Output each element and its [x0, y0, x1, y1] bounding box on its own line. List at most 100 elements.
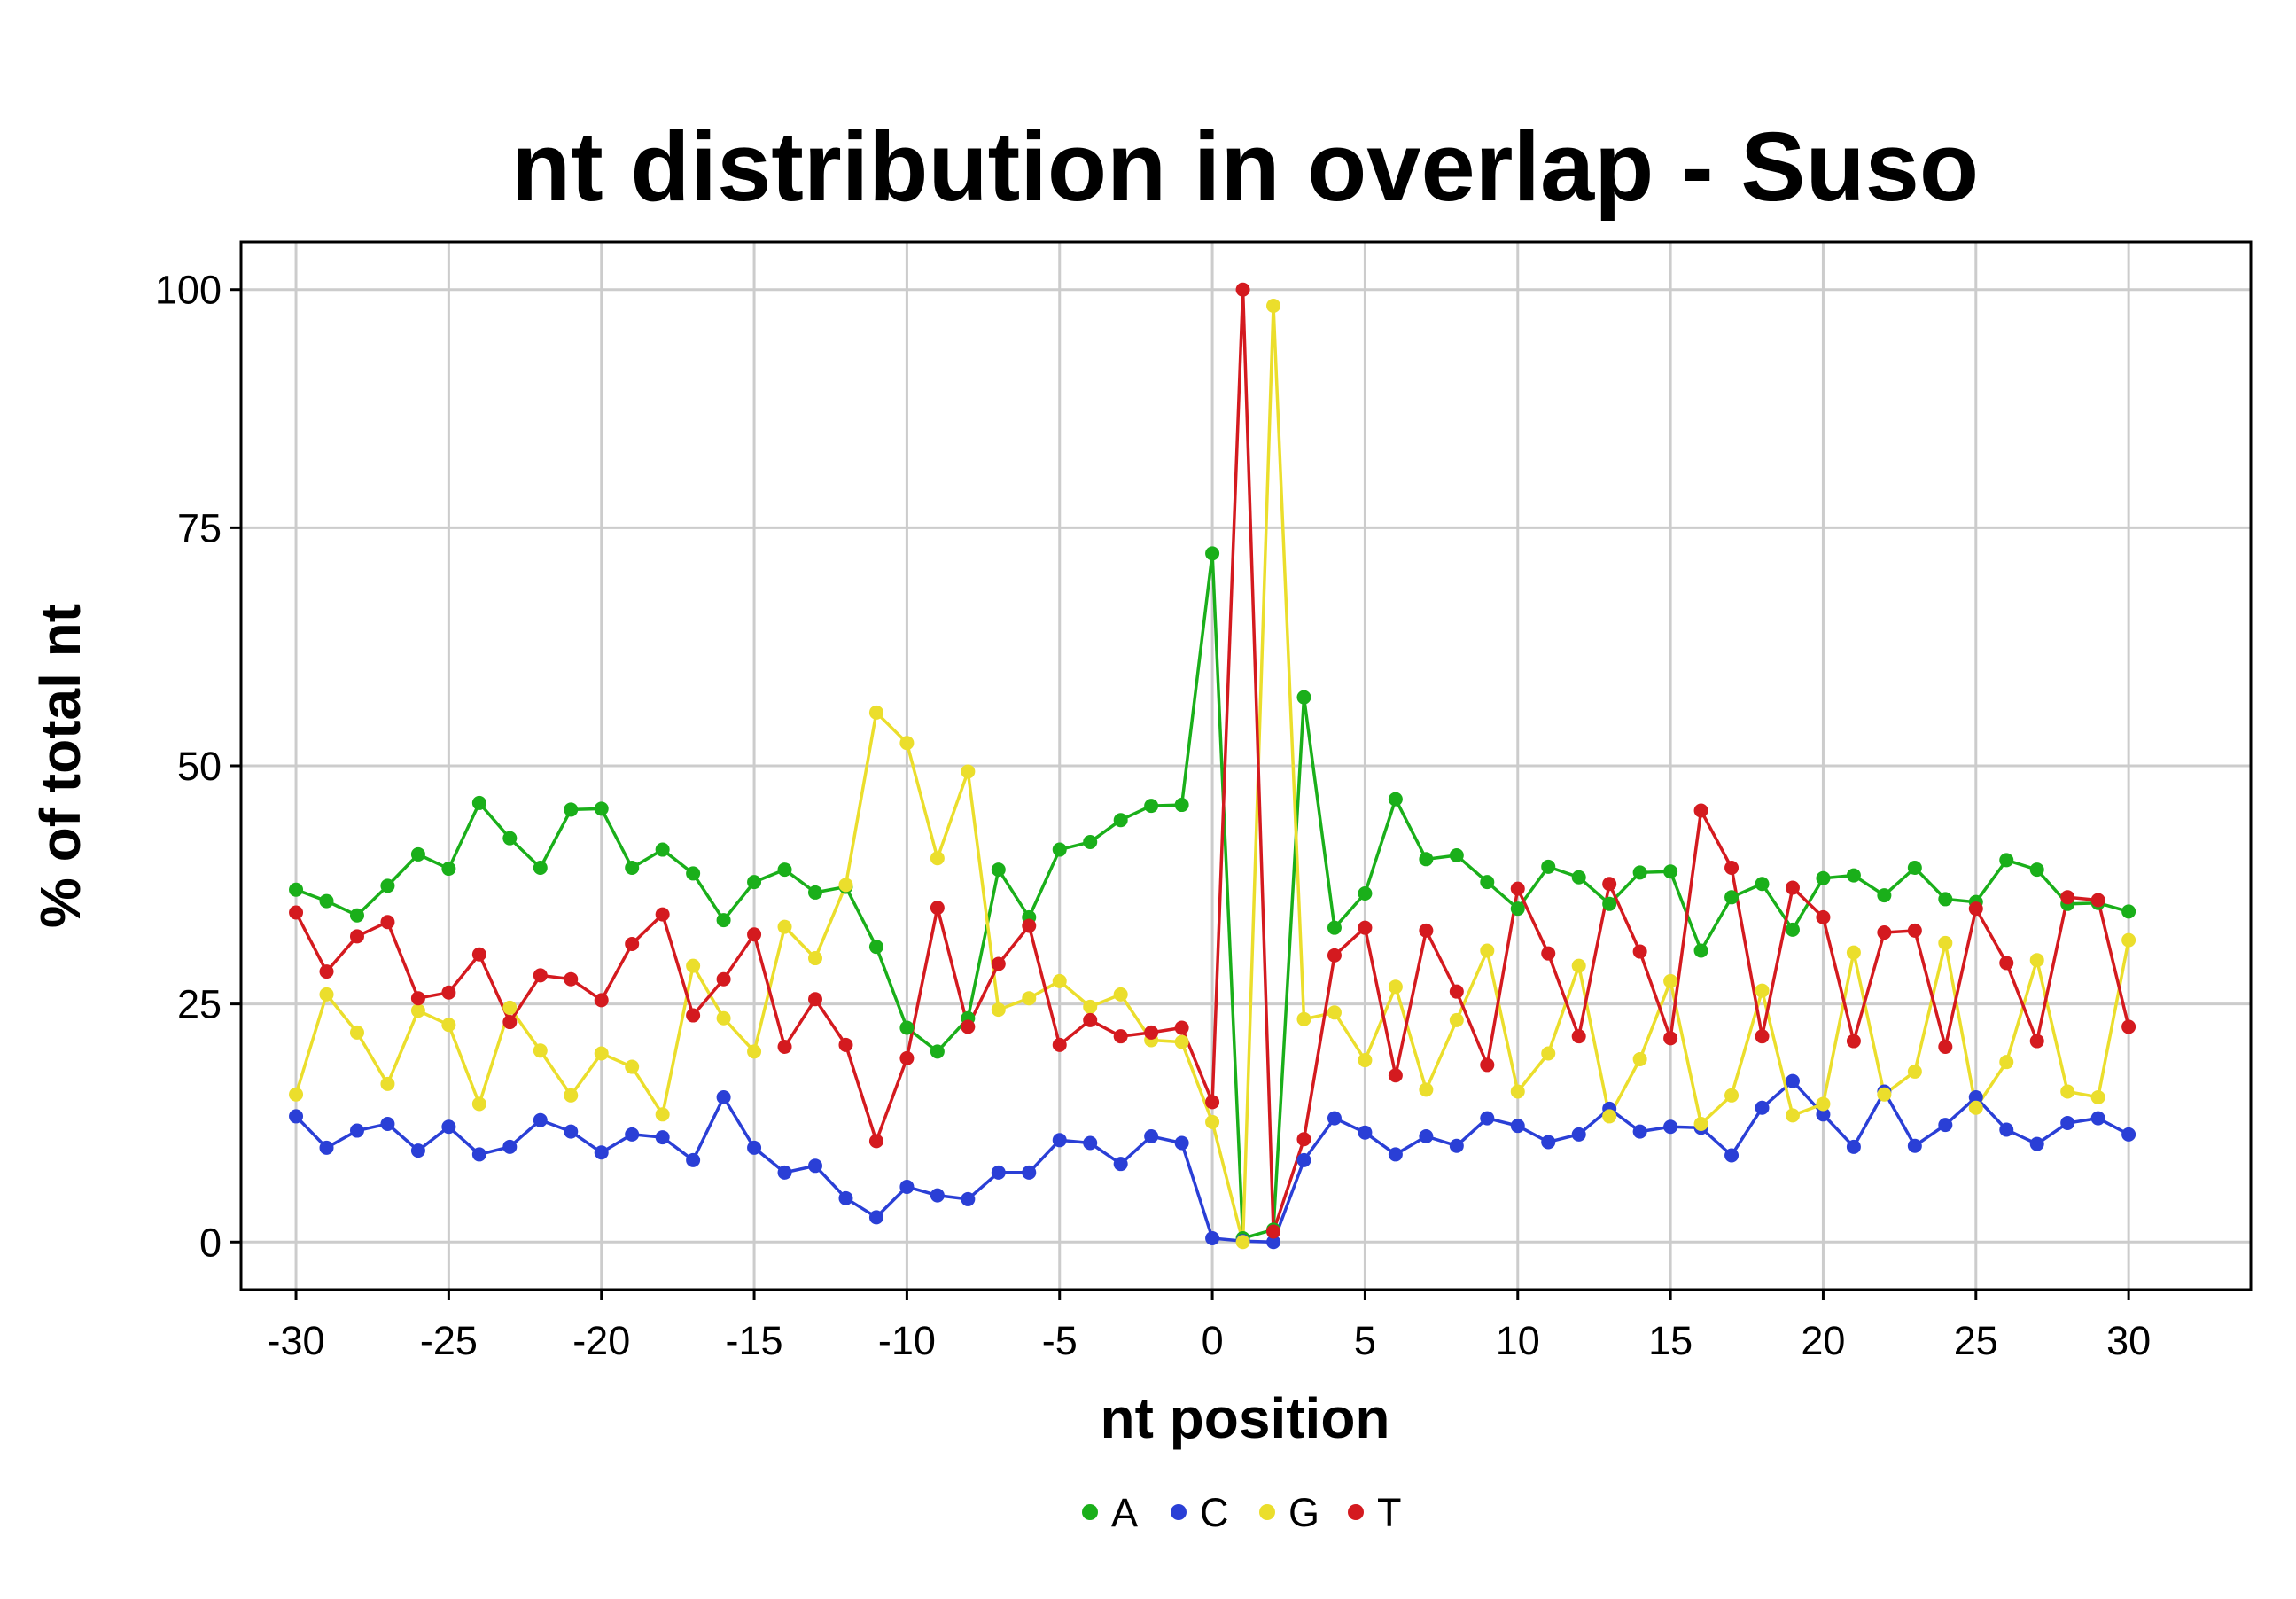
- data-point-C: [594, 1145, 609, 1160]
- data-point-T: [1846, 1034, 1861, 1049]
- legend-marker-A: [1082, 1504, 1098, 1520]
- data-point-C: [1388, 1147, 1403, 1162]
- data-point-G: [1693, 1117, 1708, 1132]
- data-point-T: [716, 971, 731, 987]
- data-point-C: [533, 1112, 548, 1127]
- data-point-G: [441, 1018, 456, 1033]
- data-point-G: [1083, 999, 1098, 1014]
- data-point-G: [289, 1087, 304, 1102]
- data-point-T: [471, 947, 486, 962]
- data-point-T: [1877, 925, 1892, 940]
- data-point-T: [1785, 880, 1800, 895]
- data-point-G: [1113, 987, 1128, 1002]
- data-point-G: [777, 919, 792, 934]
- data-point-T: [564, 971, 579, 987]
- data-point-C: [1174, 1135, 1189, 1150]
- data-point-A: [1449, 848, 1464, 863]
- data-point-C: [686, 1152, 701, 1167]
- data-point-T: [1480, 1057, 1495, 1072]
- data-point-A: [289, 882, 304, 897]
- data-point-T: [1999, 956, 2014, 971]
- y-tick-label: 0: [199, 1220, 222, 1265]
- data-point-T: [1571, 1029, 1586, 1044]
- data-point-G: [1877, 1087, 1892, 1102]
- data-point-A: [1602, 896, 1617, 911]
- data-point-C: [564, 1124, 579, 1139]
- x-tick-label: -15: [726, 1318, 783, 1363]
- data-point-G: [1907, 1064, 1922, 1079]
- data-point-G: [502, 1000, 518, 1015]
- data-point-G: [1296, 1011, 1311, 1026]
- data-point-C: [380, 1117, 395, 1132]
- data-point-A: [1205, 546, 1220, 561]
- data-point-G: [1602, 1109, 1617, 1124]
- x-tick-label: 25: [1954, 1318, 1998, 1363]
- y-tick-label: 100: [155, 268, 222, 313]
- data-point-A: [1144, 799, 1159, 814]
- data-point-T: [2121, 1019, 2136, 1034]
- data-point-T: [1907, 923, 1922, 938]
- data-point-A: [1846, 868, 1861, 883]
- data-point-C: [1449, 1138, 1464, 1153]
- data-point-T: [747, 927, 762, 942]
- data-point-T: [899, 1050, 915, 1065]
- data-point-C: [1571, 1127, 1586, 1142]
- data-point-G: [1999, 1055, 2014, 1070]
- data-point-G: [1755, 983, 1770, 998]
- data-point-A: [380, 878, 395, 893]
- x-tick-label: 0: [1202, 1318, 1224, 1363]
- legend-label-C: C: [1200, 1490, 1229, 1535]
- data-point-A: [1510, 901, 1525, 916]
- data-point-T: [1724, 860, 1740, 875]
- y-tick-label: 75: [177, 505, 222, 550]
- data-point-C: [1785, 1073, 1800, 1088]
- data-point-T: [1022, 918, 1037, 933]
- data-point-A: [319, 893, 334, 909]
- data-point-C: [1358, 1125, 1373, 1140]
- data-point-T: [1266, 1224, 1281, 1239]
- data-point-G: [1327, 1005, 1342, 1020]
- data-point-T: [380, 915, 395, 930]
- data-point-T: [625, 936, 640, 951]
- data-point-T: [1144, 1025, 1159, 1040]
- data-point-C: [1999, 1122, 2014, 1137]
- data-point-A: [471, 795, 486, 810]
- data-point-T: [868, 1134, 883, 1149]
- data-point-A: [808, 885, 822, 900]
- data-point-C: [471, 1147, 486, 1162]
- data-point-C: [1541, 1135, 1556, 1150]
- data-point-T: [838, 1037, 853, 1052]
- data-point-G: [1449, 1012, 1464, 1027]
- data-point-G: [961, 764, 976, 779]
- data-point-A: [1541, 859, 1556, 874]
- data-point-G: [1541, 1046, 1556, 1061]
- data-point-G: [1846, 945, 1861, 960]
- data-point-T: [1174, 1020, 1189, 1035]
- data-point-G: [1022, 991, 1037, 1006]
- data-point-A: [349, 908, 364, 923]
- data-point-C: [1327, 1111, 1342, 1126]
- data-point-G: [533, 1043, 548, 1058]
- data-point-A: [655, 842, 670, 857]
- data-point-G: [930, 851, 945, 866]
- data-point-A: [441, 862, 456, 877]
- data-point-C: [2090, 1111, 2105, 1126]
- data-point-A: [991, 862, 1006, 878]
- data-point-G: [319, 987, 334, 1002]
- data-point-C: [625, 1127, 640, 1142]
- data-point-G: [1235, 1235, 1250, 1250]
- data-point-C: [1907, 1138, 1922, 1153]
- data-point-G: [1174, 1034, 1189, 1049]
- data-point-T: [1327, 948, 1342, 963]
- data-point-G: [716, 1010, 731, 1026]
- data-point-A: [594, 801, 609, 816]
- data-point-C: [1205, 1230, 1220, 1245]
- data-point-A: [533, 860, 548, 875]
- data-point-C: [1266, 1235, 1281, 1250]
- data-point-C: [2029, 1136, 2044, 1151]
- data-point-T: [686, 1008, 701, 1023]
- data-point-A: [564, 802, 579, 817]
- data-point-A: [1480, 875, 1495, 890]
- x-tick-label: -25: [420, 1318, 478, 1363]
- data-point-T: [2090, 893, 2105, 908]
